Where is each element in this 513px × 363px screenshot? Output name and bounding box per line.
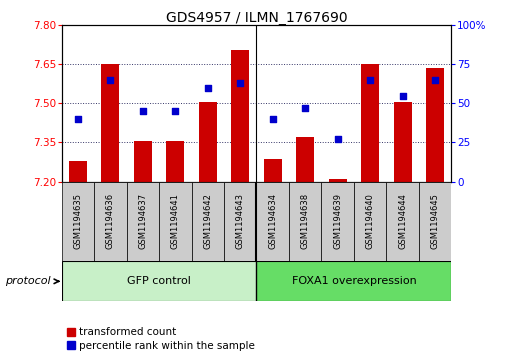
Text: GSM1194642: GSM1194642 [203,193,212,249]
Text: GSM1194635: GSM1194635 [73,193,82,249]
Text: GFP control: GFP control [127,276,191,286]
Bar [159,182,191,261]
Point [106,77,114,83]
Text: GSM1194645: GSM1194645 [431,193,440,249]
Text: FOXA1 overexpression: FOXA1 overexpression [291,276,417,286]
Text: protocol: protocol [5,276,51,286]
Bar [419,182,451,261]
Bar [394,102,411,182]
Bar [256,261,451,301]
Point [236,80,244,86]
Text: GSM1194634: GSM1194634 [268,193,277,249]
Text: GSM1194643: GSM1194643 [236,193,245,249]
Point [301,105,309,111]
Bar [62,261,256,301]
Bar [134,141,152,182]
Point [269,116,277,122]
Bar [102,64,119,182]
Point [333,136,342,142]
Bar [256,182,289,261]
Bar [264,159,282,182]
Text: GSM1194636: GSM1194636 [106,193,115,249]
Bar [289,182,322,261]
Point [431,77,439,83]
Bar [94,182,127,261]
Point [139,108,147,114]
Text: GSM1194641: GSM1194641 [171,193,180,249]
Bar [224,182,256,261]
Bar [199,102,216,182]
Bar [191,182,224,261]
Text: GSM1194644: GSM1194644 [398,193,407,249]
Bar [354,182,386,261]
Bar [62,182,94,261]
Text: GSM1194637: GSM1194637 [139,193,147,249]
Bar [329,179,347,182]
Point [366,77,374,83]
Bar [127,182,159,261]
Bar [386,182,419,261]
Bar [426,68,444,182]
Bar [166,141,184,182]
Point [204,85,212,91]
Bar [322,182,354,261]
Point [171,108,180,114]
Bar [361,64,379,182]
Bar [231,50,249,182]
Legend: transformed count, percentile rank within the sample: transformed count, percentile rank withi… [67,327,255,351]
Point [74,116,82,122]
Bar [69,161,87,182]
Text: GSM1194639: GSM1194639 [333,193,342,249]
Point [399,93,407,98]
Text: GSM1194640: GSM1194640 [366,193,374,249]
Text: GSM1194638: GSM1194638 [301,193,310,249]
Bar [297,137,314,182]
Text: GDS4957 / ILMN_1767690: GDS4957 / ILMN_1767690 [166,11,347,25]
